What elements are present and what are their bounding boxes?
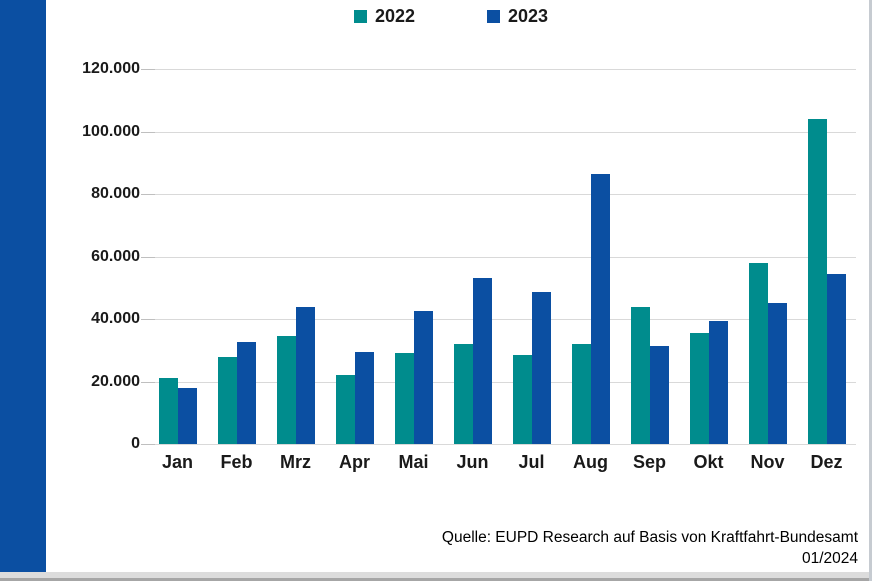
bar-2023-dez — [826, 273, 846, 444]
legend-item-2023: 2023 — [487, 6, 548, 27]
y-axis-tick-mark — [141, 256, 155, 258]
x-axis-tick-label-aug: Aug — [573, 452, 608, 472]
bar-2022-jun — [453, 344, 473, 444]
gridline — [148, 256, 856, 258]
x-axis-tick-label-mai: Mai — [398, 452, 429, 472]
x-axis-tick-label-apr: Apr — [339, 452, 370, 472]
y-axis-tick-mark — [141, 381, 155, 383]
bar-2022-mai — [394, 353, 414, 444]
bar-groups — [148, 69, 856, 444]
bar-2022-apr — [335, 375, 355, 444]
bar-2022-feb — [217, 356, 237, 444]
bar-2022-aug — [571, 344, 591, 444]
y-axis-tick-label: 100.000 — [82, 122, 140, 140]
bar-group-sep — [620, 69, 679, 444]
bar-group-feb — [207, 69, 266, 444]
bar-group-okt — [679, 69, 738, 444]
legend-swatch-2023 — [487, 10, 500, 23]
left-blue-sidebar — [0, 0, 46, 573]
y-axis-tick-label: 60.000 — [91, 247, 140, 265]
y-axis-tick-mark — [141, 319, 155, 320]
y-axis-tick-mark — [141, 69, 155, 70]
y-axis-tick-label: 0 — [131, 435, 140, 452]
x-axis-tick-label-nov: Nov — [750, 452, 785, 472]
bar-group-mrz — [266, 69, 325, 444]
bar-group-nov — [738, 69, 797, 444]
bar-2023-feb — [236, 342, 256, 444]
y-axis-tick-label: 80.000 — [91, 185, 140, 202]
bar-group-apr — [325, 69, 384, 444]
bar-2023-jun — [472, 278, 492, 444]
bar-2022-mrz — [276, 336, 296, 444]
bottom-divider-light — [0, 572, 872, 578]
bar-group-jan — [148, 69, 207, 444]
bar-2023-jul — [531, 292, 551, 444]
gridline — [148, 444, 856, 445]
source-line-1: Quelle: EUPD Research auf Basis von Kraf… — [441, 529, 858, 546]
bar-group-aug — [561, 69, 620, 444]
bar-2023-mrz — [295, 306, 315, 444]
bar-group-jun — [443, 69, 502, 444]
bar-2023-mai — [413, 311, 433, 444]
legend-item-2022: 2022 — [353, 6, 415, 27]
x-axis-tick-label-jan: Jan — [161, 452, 194, 472]
bar-2022-okt — [689, 333, 709, 444]
bar-2022-jul — [512, 354, 532, 444]
gridline — [148, 131, 856, 133]
right-page-border — [869, 0, 872, 581]
bottom-divider-dark — [0, 578, 872, 581]
bar-2022-dez — [807, 119, 827, 444]
source-note: Quelle: EUPD Research auf Basis von Kraf… — [442, 527, 858, 569]
bar-2023-nov — [767, 303, 787, 444]
bar-2023-sep — [649, 345, 669, 444]
bar-2023-okt — [708, 320, 728, 444]
legend-label-2022: 2022 — [374, 6, 415, 26]
legend-label-2023: 2023 — [508, 6, 549, 26]
y-axis-tick-label: 40.000 — [91, 310, 140, 327]
y-axis-tick-mark — [141, 131, 155, 133]
y-axis-tick-mark — [141, 194, 155, 195]
bar-2022-nov — [748, 262, 768, 444]
source-line-2: 01/2024 — [801, 550, 858, 567]
y-axis-tick-label: 120.000 — [82, 60, 140, 77]
gridline — [148, 381, 856, 383]
x-axis-tick-label-sep: Sep — [632, 452, 666, 472]
x-axis-tick-label-mrz: Mrz — [280, 452, 311, 472]
x-axis-tick-label-okt: Okt — [693, 452, 724, 472]
x-axis-tick-label-feb: Feb — [220, 452, 253, 472]
bar-group-mai — [384, 69, 443, 444]
bar-group-jul — [502, 69, 561, 444]
y-axis-tick-mark — [141, 444, 155, 445]
bar-group-dez — [797, 69, 856, 444]
y-axis-tick-label: 20.000 — [91, 372, 140, 390]
legend-swatch-2022 — [353, 10, 367, 23]
x-axis-tick-label-jul: Jul — [518, 452, 545, 472]
x-axis-tick-label-dez: Dez — [810, 452, 843, 472]
bar-2023-aug — [590, 173, 610, 444]
x-axis-tick-label-jun: Jun — [456, 452, 489, 472]
gridline — [148, 69, 856, 70]
x-axis-labels: Jan Feb Mrz Apr Mai Jun Jul Aug Sep Okt Nov Dez — [148, 452, 856, 473]
plot-area: 0 20.000 40.000 60.000 80.000 100.000 120.000 — [82, 60, 856, 452]
chart-legend: 2022 2023 — [46, 6, 856, 27]
bar-2023-jan — [177, 387, 197, 444]
bar-2022-sep — [630, 306, 650, 444]
bar-2022-jan — [158, 378, 178, 444]
gridline — [148, 194, 856, 195]
bar-2023-apr — [354, 351, 374, 444]
gridline — [148, 319, 856, 320]
